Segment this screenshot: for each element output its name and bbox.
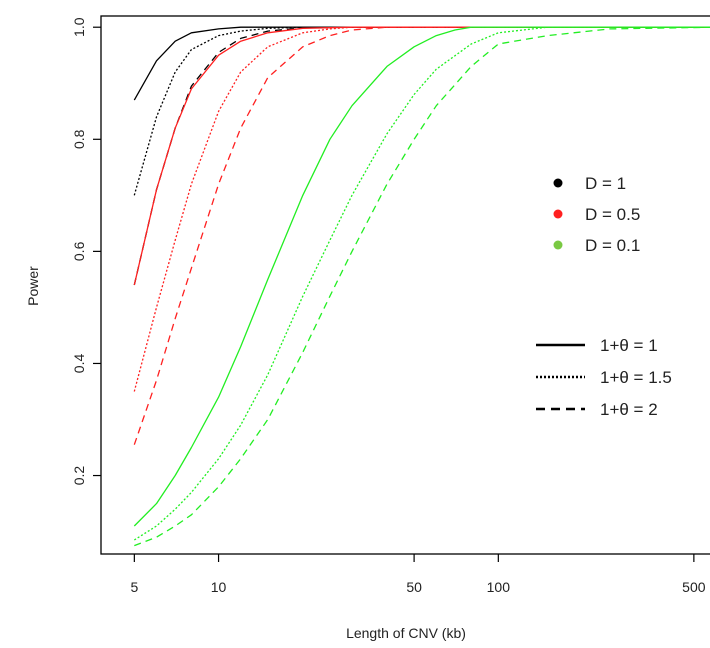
- x-tick-label: 5: [130, 579, 138, 595]
- axes-layer: 0.2 0.4 0.6 0.8 1.0 5 10 50 100 500: [71, 17, 706, 595]
- y-tick-label: 0.6: [71, 241, 87, 261]
- series-line-d01-theta2: [134, 26, 710, 547]
- legend-marker-d01: [553, 240, 563, 250]
- y-tick-label: 0.2: [71, 466, 87, 486]
- legend-marker-d1: [553, 178, 563, 188]
- series-line-d1-theta1: [133, 26, 710, 101]
- series-line-d1-theta15: [133, 26, 710, 196]
- legend-label-theta-2: 1+θ = 2: [600, 400, 658, 419]
- series-layer: [133, 26, 710, 547]
- series-line-d01-theta15: [133, 26, 710, 541]
- legend-label-d05: D = 0.5: [585, 205, 640, 224]
- legend-label-theta-1: 1+θ = 1: [600, 336, 658, 355]
- y-axis-label: Power: [25, 266, 41, 306]
- series-line-d05-theta2: [133, 26, 710, 445]
- legend-label-d1: D = 1: [585, 174, 626, 193]
- legend-label-theta-15: 1+θ = 1.5: [600, 368, 672, 387]
- y-tick-label: 1.0: [71, 17, 87, 37]
- legend-d: D = 1 D = 0.5 D = 0.1: [553, 174, 640, 255]
- series-line-d01-theta1: [133, 26, 710, 527]
- x-tick-label: 10: [211, 579, 227, 595]
- legend-label-d01: D = 0.1: [585, 236, 640, 255]
- y-tick-label: 0.4: [71, 354, 87, 374]
- plot-area: [100, 15, 710, 555]
- legend-marker-d05: [553, 209, 563, 219]
- legend-theta: 1+θ = 1 1+θ = 1.5 1+θ = 2: [536, 336, 672, 419]
- x-tick-label: 50: [406, 579, 422, 595]
- x-tick-label: 500: [682, 579, 706, 595]
- x-tick-label: 100: [487, 579, 511, 595]
- plot-frame: [100, 15, 710, 555]
- x-axis-label: Length of CNV (kb): [346, 625, 466, 641]
- y-tick-label: 0.8: [71, 129, 87, 149]
